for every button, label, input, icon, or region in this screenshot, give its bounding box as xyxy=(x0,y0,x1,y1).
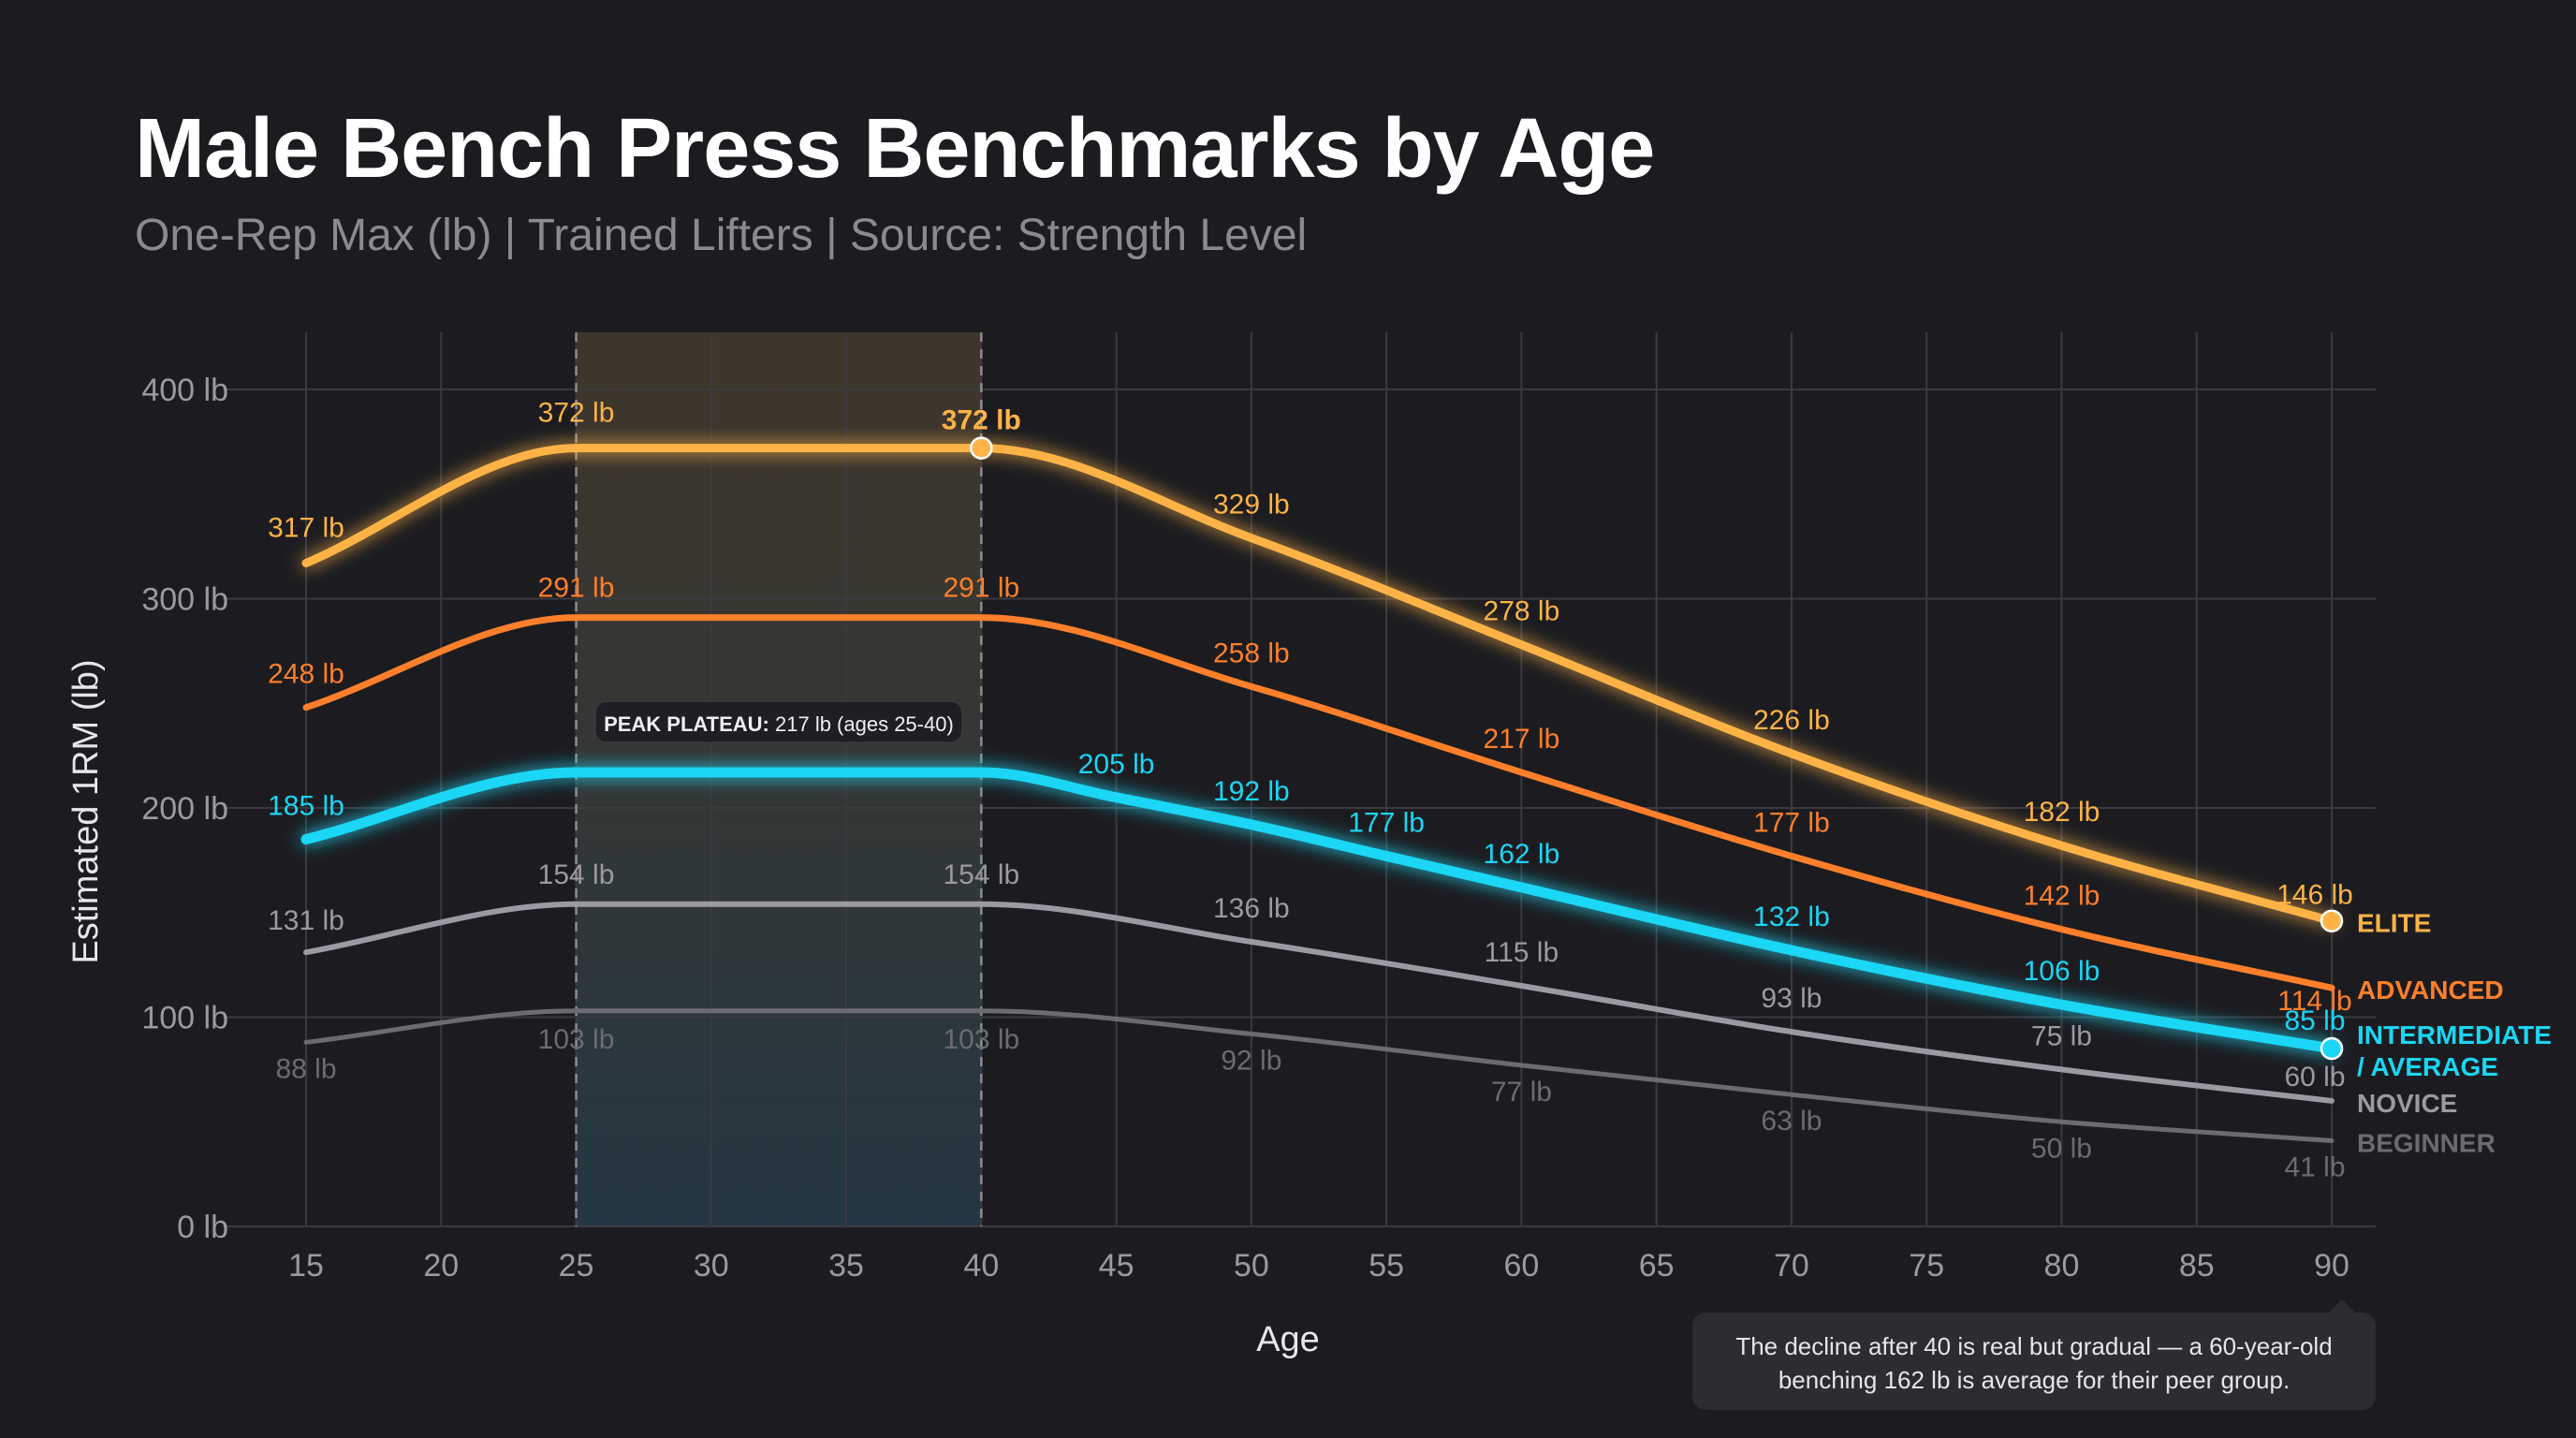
data-label-novice: 115 lb xyxy=(1485,937,1559,968)
data-label-novice: 136 lb xyxy=(1213,893,1290,924)
data-label-intermediate: 162 lb xyxy=(1484,839,1560,870)
data-label-beginner: 88 lb xyxy=(275,1053,336,1084)
x-tick-label: 15 xyxy=(288,1248,324,1284)
x-tick-label: 70 xyxy=(1774,1248,1809,1284)
data-label-beginner: 63 lb xyxy=(1761,1106,1822,1137)
data-label-elite: 372 lb xyxy=(538,398,615,429)
marker-intermediate xyxy=(2320,1036,2344,1061)
data-labels-layer: 317 lb 372 lb 372 lb 329 lb 278 lb 226 lb 182 … xyxy=(268,398,2353,1183)
data-label-beginner: 41 lb xyxy=(2284,1152,2345,1182)
x-tick-label: 35 xyxy=(828,1248,864,1284)
data-label-beginner: 92 lb xyxy=(1221,1045,1281,1076)
data-label-intermediate: 85 lb xyxy=(2284,1005,2345,1036)
data-label-intermediate: 192 lb xyxy=(1213,776,1290,807)
x-tick-label: 75 xyxy=(1909,1248,1944,1284)
axis-labels-layer: 15 20 25 30 35 40 45 50 55 60 65 70 75 80 85 90 0 lb 100 … xyxy=(66,373,2349,1359)
series-line-elite xyxy=(301,444,2336,926)
data-label-novice: 154 lb xyxy=(538,859,615,890)
data-label-advanced: 291 lb xyxy=(538,573,615,604)
data-label-intermediate: 185 lb xyxy=(268,791,344,822)
data-label-elite: 372 lb xyxy=(942,405,1021,436)
plateau-label-pill xyxy=(594,700,963,743)
x-axis-title: Age xyxy=(1256,1320,1320,1359)
data-label-beginner: 77 lb xyxy=(1491,1077,1552,1108)
data-label-elite: 146 lb xyxy=(2276,880,2353,911)
series-name-advanced: ADVANCED xyxy=(2357,976,2504,1005)
plateau-label-value: 217 lb (ages 25-40) xyxy=(769,712,954,736)
data-label-novice: 93 lb xyxy=(1761,983,1822,1014)
series-line-advanced xyxy=(302,614,2335,991)
x-tick-label: 50 xyxy=(1234,1248,1269,1284)
y-tick-label: 100 lb xyxy=(141,1001,228,1036)
plateau-band-layer xyxy=(576,332,982,1226)
x-tick-label: 90 xyxy=(2314,1248,2349,1284)
x-tick-label: 20 xyxy=(423,1248,459,1284)
x-tick-label: 65 xyxy=(1639,1248,1675,1284)
data-label-advanced: 248 lb xyxy=(268,659,344,690)
x-tick-label: 30 xyxy=(694,1248,729,1284)
series-line-intermediate xyxy=(300,767,2337,1054)
data-label-intermediate: 132 lb xyxy=(1753,902,1830,932)
data-label-novice: 75 lb xyxy=(2031,1020,2092,1051)
chart-title: Male Bench Press Benchmarks by Age xyxy=(135,102,1655,196)
series-name-elite: ELITE xyxy=(2357,909,2431,938)
plateau-band xyxy=(576,332,982,1226)
plateau-label-bold: PEAK PLATEAU: xyxy=(604,712,769,736)
x-tick-label: 60 xyxy=(1503,1248,1539,1284)
x-tick-label: 45 xyxy=(1099,1248,1134,1284)
marker-elite xyxy=(2320,909,2344,932)
data-label-beginner: 50 lb xyxy=(2031,1133,2092,1164)
chart-subtitle: One-Rep Max (lb) | Trained Lifters | Sou… xyxy=(135,211,1308,260)
x-tick-label: 25 xyxy=(559,1248,594,1284)
data-label-advanced: 114 lb xyxy=(2277,986,2352,1017)
data-label-beginner: 103 lb xyxy=(943,1024,1019,1055)
data-label-intermediate: 106 lb xyxy=(2024,956,2100,987)
x-tick-label: 80 xyxy=(2044,1248,2080,1284)
data-label-beginner: 103 lb xyxy=(538,1024,615,1055)
y-tick-label: 200 lb xyxy=(141,791,228,827)
marker-elite xyxy=(970,436,993,460)
data-label-novice: 60 lb xyxy=(2284,1062,2345,1093)
data-label-elite: 226 lb xyxy=(1753,705,1830,736)
series-name-intermediate: INTERMEDIATE xyxy=(2357,1020,2552,1049)
series-name-novice: NOVICE xyxy=(2357,1089,2457,1118)
series-name-intermediate: / AVERAGE xyxy=(2357,1052,2498,1081)
grid-layer xyxy=(223,332,2376,1227)
plateau-label: PEAK PLATEAU: 217 lb (ages 25-40) xyxy=(604,712,954,736)
series-end-labels-layer: ELITE ADVANCED INTERMEDIATE / AVERAGE NOVICE… xyxy=(2357,909,2552,1158)
data-label-advanced: 217 lb xyxy=(1484,724,1560,755)
data-label-novice: 131 lb xyxy=(268,905,344,936)
series-lines-layer xyxy=(300,436,2344,1143)
x-tick-label: 55 xyxy=(1368,1248,1404,1284)
data-label-intermediate: 205 lb xyxy=(1078,749,1155,780)
data-label-intermediate: 177 lb xyxy=(1348,807,1425,838)
data-label-elite: 329 lb xyxy=(1213,490,1290,521)
annotation-callout: The decline after 40 is real but gradual… xyxy=(1692,1313,2376,1410)
series-line-novice xyxy=(303,901,2334,1104)
data-label-advanced: 258 lb xyxy=(1213,638,1290,668)
data-label-elite: 278 lb xyxy=(1484,596,1560,627)
x-tick-label: 85 xyxy=(2179,1248,2215,1284)
series-line-beginner xyxy=(303,1008,2334,1143)
annotation-pointer xyxy=(2327,1299,2357,1314)
series-name-beginner: BEGINNER xyxy=(2357,1128,2496,1157)
data-label-novice: 154 lb xyxy=(943,859,1019,890)
y-axis-title: Estimated 1RM (lb) xyxy=(66,659,106,963)
data-label-advanced: 291 lb xyxy=(943,573,1019,604)
y-tick-label: 0 lb xyxy=(177,1210,228,1245)
y-tick-label: 300 lb xyxy=(141,582,228,618)
data-label-advanced: 177 lb xyxy=(1753,807,1830,838)
x-tick-label: 40 xyxy=(963,1248,999,1284)
data-label-elite: 182 lb xyxy=(2024,797,2100,828)
y-tick-label: 400 lb xyxy=(141,373,228,408)
data-label-elite: 317 lb xyxy=(268,513,344,544)
data-label-advanced: 142 lb xyxy=(2024,881,2100,912)
